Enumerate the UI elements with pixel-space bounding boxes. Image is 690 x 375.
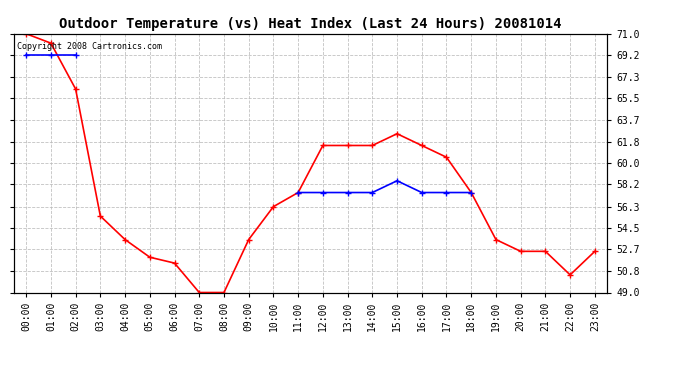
Title: Outdoor Temperature (vs) Heat Index (Last 24 Hours) 20081014: Outdoor Temperature (vs) Heat Index (Las… xyxy=(59,17,562,31)
Text: Copyright 2008 Cartronics.com: Copyright 2008 Cartronics.com xyxy=(17,42,161,51)
